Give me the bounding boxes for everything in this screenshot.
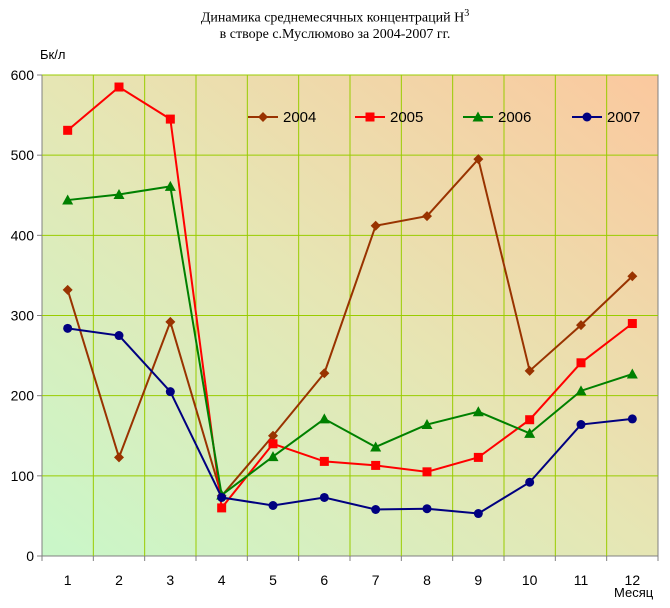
data-point-2007 xyxy=(114,331,124,341)
data-point-2006 xyxy=(626,368,638,379)
legend-item-2006: 2006 xyxy=(463,109,531,126)
chart-title-line1: Динамика среднемесячных концентраций Н3 xyxy=(0,8,670,27)
x-axis-label: Месяц xyxy=(614,585,654,600)
y-axis-unit-label: Бк/л xyxy=(40,47,66,62)
data-point-2006 xyxy=(524,427,536,438)
data-point-2005 xyxy=(627,319,637,329)
data-point-2005 xyxy=(114,82,124,92)
legend-label: 2005 xyxy=(390,109,423,126)
data-point-2005 xyxy=(319,456,329,466)
data-point-2006 xyxy=(472,406,484,417)
data-point-2004 xyxy=(62,284,73,295)
x-tick-label: 1 xyxy=(64,572,72,588)
data-point-2007 xyxy=(627,414,637,424)
data-point-2005 xyxy=(371,460,381,470)
series-line-2007 xyxy=(67,327,633,515)
data-point-2006 xyxy=(164,180,176,191)
legend-marker xyxy=(365,112,375,122)
data-point-2006 xyxy=(370,441,382,452)
data-point-2004 xyxy=(627,271,638,282)
legend-item-2007: 2007 xyxy=(572,109,640,126)
x-tick-label: 8 xyxy=(423,572,431,588)
chart-title-line2: в створе с.Муслюмово за 2004-2007 гг. xyxy=(219,27,451,42)
legend-label: 2006 xyxy=(498,109,531,126)
data-point-2007 xyxy=(525,477,535,487)
chart-title-superscript: 3 xyxy=(464,8,470,19)
legend-item-2004: 2004 xyxy=(248,109,316,126)
x-tick-label: 11 xyxy=(574,572,589,588)
data-point-2004 xyxy=(370,220,381,231)
data-point-2004 xyxy=(165,316,176,327)
data-point-2007 xyxy=(576,420,586,430)
x-tick-label: 4 xyxy=(218,572,226,588)
data-point-2004 xyxy=(524,365,535,376)
x-tick-label: 10 xyxy=(522,572,538,588)
x-tick-label: 6 xyxy=(320,572,328,588)
data-point-2007 xyxy=(268,500,278,510)
data-point-2006 xyxy=(267,451,279,462)
data-point-2006 xyxy=(575,385,587,396)
data-point-2006 xyxy=(318,413,330,424)
chart-title-text: Динамика среднемесячных концентраций Н xyxy=(200,10,465,26)
x-tick-label: 2 xyxy=(115,572,123,588)
legend-marker xyxy=(258,112,268,122)
x-tick-label: 12 xyxy=(625,572,641,588)
gridlines xyxy=(42,74,658,556)
y-tick-label: 300 xyxy=(11,308,35,324)
x-tick-label: 7 xyxy=(372,572,380,588)
data-point-2006 xyxy=(421,419,433,430)
data-point-2006 xyxy=(113,188,125,199)
y-tick-label: 600 xyxy=(11,67,35,83)
data-point-2007 xyxy=(217,492,227,502)
legend-item-2005: 2005 xyxy=(355,109,423,126)
series-2007 xyxy=(63,323,637,519)
series-2005 xyxy=(63,82,637,513)
legend: 2004 2005 2006 2007 xyxy=(248,109,640,126)
legend-marker xyxy=(472,111,484,122)
y-tick-label: 200 xyxy=(11,388,35,404)
data-point-2005 xyxy=(422,467,432,477)
legend-marker xyxy=(582,112,592,122)
series-layer xyxy=(62,82,638,519)
data-point-2005 xyxy=(525,415,535,425)
data-point-2005 xyxy=(217,503,227,513)
data-point-2004 xyxy=(473,154,484,165)
series-2006 xyxy=(62,180,638,500)
data-point-2004 xyxy=(319,368,330,379)
legend-label: 2007 xyxy=(607,109,640,126)
data-point-2005 xyxy=(165,114,175,124)
data-point-2006 xyxy=(62,194,74,205)
data-point-2005 xyxy=(473,452,483,462)
legend-label: 2004 xyxy=(283,109,316,126)
y-tick-label: 500 xyxy=(11,147,35,163)
data-point-2007 xyxy=(371,505,381,515)
x-tick-label: 9 xyxy=(474,572,482,588)
data-point-2007 xyxy=(473,509,483,519)
data-point-2007 xyxy=(319,492,329,502)
data-point-2004 xyxy=(422,211,432,222)
data-point-2007 xyxy=(165,387,175,397)
x-tick-label: 5 xyxy=(269,572,277,588)
y-tick-label: 0 xyxy=(26,548,34,564)
data-point-2004 xyxy=(268,430,278,441)
data-point-2005 xyxy=(268,439,278,449)
x-tick-label: 3 xyxy=(166,572,174,588)
y-tick-label: 100 xyxy=(11,468,35,484)
data-point-2007 xyxy=(422,504,432,514)
data-point-2004 xyxy=(576,320,586,331)
data-point-2004 xyxy=(114,452,124,463)
series-line-2005 xyxy=(67,85,633,511)
y-tick-label: 400 xyxy=(11,227,35,243)
data-point-2005 xyxy=(63,125,73,135)
series-line-2006 xyxy=(67,185,633,497)
data-point-2007 xyxy=(63,323,73,333)
data-point-2005 xyxy=(576,358,586,368)
series-line-2004 xyxy=(66,157,634,498)
